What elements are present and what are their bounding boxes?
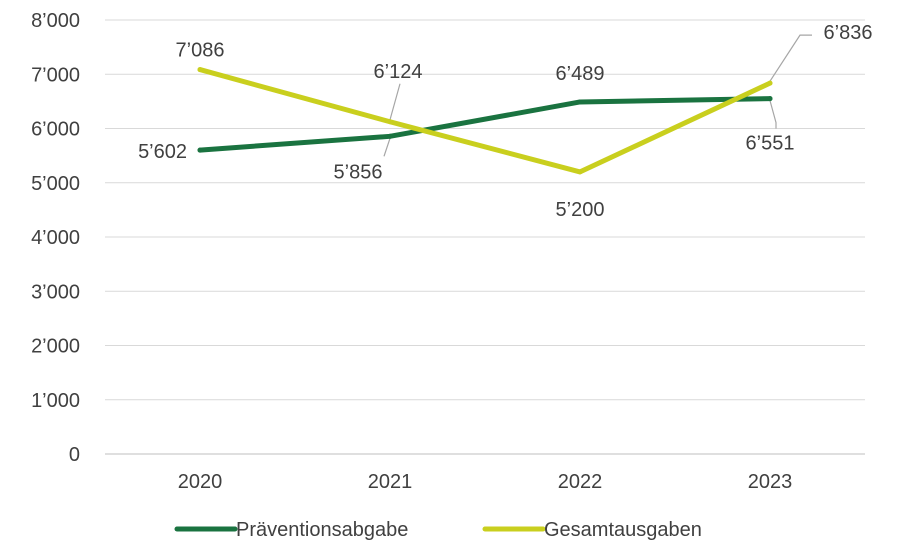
legend-label: Gesamtausgaben [544,519,702,541]
legend-item: Gesamtausgaben [482,519,702,541]
data-label: 5’200 [556,199,605,221]
data-label: 5’602 [138,141,187,163]
data-label: 6’124 [374,61,423,83]
x-tick-label: 2023 [748,471,793,493]
data-point [577,169,583,175]
data-label: 5’856 [334,161,383,183]
data-point [767,96,773,102]
data-point [197,67,203,73]
data-label: 7’086 [176,40,225,62]
y-tick-label: 2’000 [31,336,80,358]
y-tick-label: 3’000 [31,281,80,303]
x-axis-ticks: 2020 2021 2022 2023 [178,471,793,493]
data-label: 6’551 [746,133,795,155]
y-tick-label: 0 [69,444,80,466]
y-tick-label: 1’000 [31,390,80,412]
legend-item: Präventionsabgabe [174,519,408,541]
y-tick-label: 8’000 [31,10,80,32]
legend: Präventionsabgabe Gesamtausgaben [174,519,702,541]
legend-label: Präventionsabgabe [236,519,408,541]
y-tick-label: 4’000 [31,227,80,249]
y-tick-label: 6’000 [31,119,80,141]
y-axis-ticks: 0 1’000 2’000 3’000 4’000 5’000 6’000 7’000 8’00… [31,10,80,466]
leader-lines [383,34,812,157]
x-tick-label: 2020 [178,471,223,493]
data-label: 6’489 [556,63,605,85]
x-tick-label: 2021 [368,471,413,493]
grid-layer [105,19,865,455]
series-layer [197,67,773,175]
leader-line [769,100,777,129]
data-label: 6’836 [824,22,873,44]
data-labels: 5’602 5’856 6’489 6’551 7’086 6’124 5’200 6’836 [138,22,872,221]
leader-line [383,138,391,157]
data-point [197,147,203,153]
data-point [767,80,773,86]
series-line-1 [197,67,773,175]
leader-line [389,83,401,120]
leader-line [769,34,812,82]
data-point [577,99,583,105]
series-line-0 [197,96,773,153]
x-tick-label: 2022 [558,471,603,493]
y-tick-label: 7’000 [31,64,80,86]
data-point [387,133,393,139]
data-point [387,119,393,125]
y-tick-label: 5’000 [31,173,80,195]
